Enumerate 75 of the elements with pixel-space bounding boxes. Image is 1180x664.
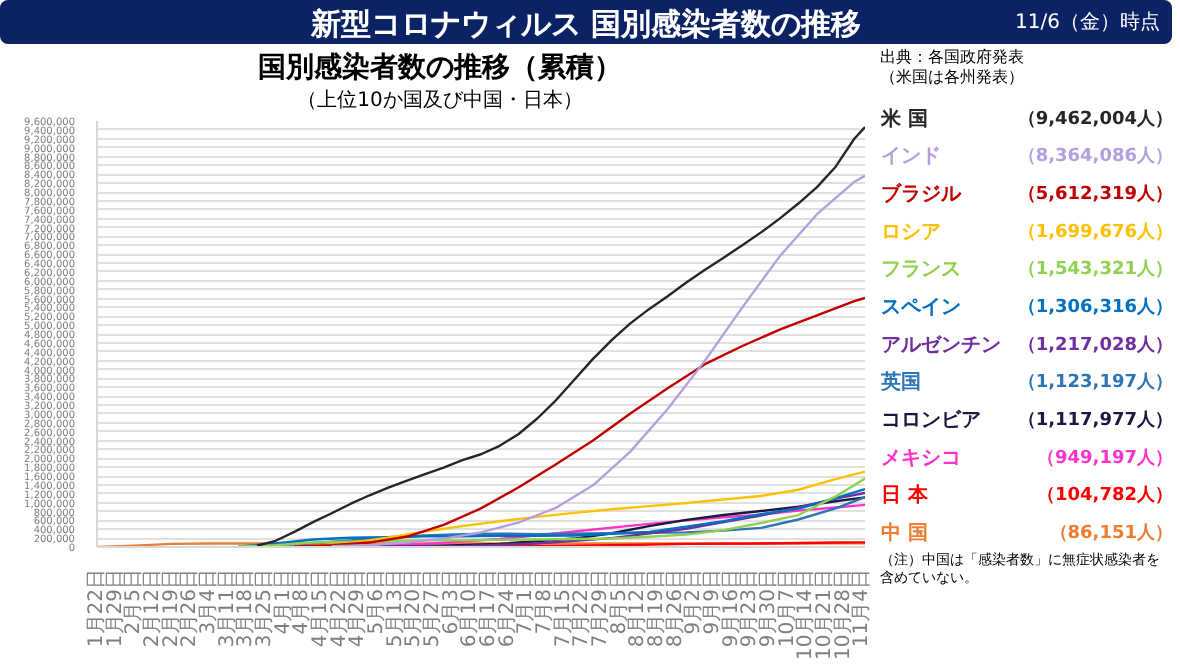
x-tick-label: 9月30日 [758,568,780,648]
x-tick-label: 3月4日 [198,568,220,635]
x-tick-label: 8月12日 [627,568,650,648]
series-label: 日 本 [881,483,930,508]
x-tick-label: 5月27日 [422,568,444,648]
text: （104,782人） [1037,484,1174,507]
text: （949,197人） [1037,446,1174,469]
text: （5,612,319人） [1017,182,1174,205]
line-series [255,125,865,547]
x-tick-label: 5月20日 [403,568,426,648]
x-tick-label: 10月14日 [795,568,818,660]
text: スペイン [881,297,961,320]
text: コロンビア [881,408,981,433]
x-tick-label: 2月5日 [123,568,146,635]
chart-subtitle: 国別感染者数の推移（累積） [256,49,624,88]
text: （上位10か国及び中国・日本） [295,88,585,116]
text: （86,151人） [1049,522,1174,545]
x-tick-label: 11月4日 [851,568,874,648]
x-tick-label: 1月22日 [86,568,108,648]
x-tick-label: 1月29日 [104,568,127,648]
text: 11/6（金）時点 [1015,10,1160,38]
x-tick-label: 8月5日 [608,568,631,635]
x-tick-label: 7月29日 [590,568,612,648]
x-tick-label: 4月29日 [347,568,370,648]
x-tick-label: 10月21日 [814,568,836,660]
x-tick-label: 4月8日 [291,568,314,635]
x-tick-label: 8月19日 [646,568,668,648]
x-tick-label: 10月28日 [832,568,855,660]
x-tick-label: 4月15日 [310,568,332,648]
text: アルゼンチン [881,334,1001,357]
series-label: 中 国 [881,521,928,546]
x-tick-label: 6月24日 [496,568,519,648]
line-series [330,174,865,547]
x-tick-label: 3月18日 [235,568,258,648]
x-tick-label: 9月9日 [702,568,724,635]
text: （米国は各州発表） [880,68,1024,86]
x-tick-label: 3月11日 [216,568,239,648]
text: （1,217,028人） [1017,333,1174,356]
text: （8,364,086人） [1017,145,1174,168]
text: （1,123,197人） [1017,371,1174,394]
series-label: インド [881,146,941,169]
x-tick-label: 9月2日 [683,568,706,635]
text: 英国 [879,370,921,395]
text: ブラジル [881,181,963,206]
x-tick-label: 6月10日 [459,568,482,648]
text: （1,306,316人） [1017,296,1174,319]
text: ロシア [881,221,941,244]
x-tick-label: 5月6日 [366,568,388,635]
x-tick-label: 6月17日 [478,568,500,648]
x-tick-label: 5月13日 [384,568,407,648]
chart-title: 新型コロナウィルス 国別感染者数の推移 [310,6,862,42]
x-tick-label: 2月26日 [179,568,202,648]
x-tick-label: 9月16日 [720,568,743,648]
x-tick-label: 3月25日 [254,568,276,648]
x-tick-label: 4月22日 [328,568,351,648]
source-note: 出典：各国政府発表 [880,48,1024,66]
text: （9,462,004人） [1017,107,1174,130]
x-tick-label: 8月26日 [664,568,687,648]
text: （1,543,321人） [1017,258,1174,281]
x-tick-label: 10月7日 [776,568,799,648]
series-label: メキシコ [881,447,961,470]
x-tick-label: 2月19日 [160,568,183,648]
text: （1,117,977人） [1017,409,1174,432]
x-tick-label: 4月1日 [272,568,295,635]
line-series [293,296,865,547]
series-label: 米 国 [879,106,928,131]
x-tick-label: 7月1日 [515,568,538,635]
x-tick-label: 7月15日 [552,568,575,648]
x-tick-label: 6月3日 [440,568,463,635]
text: フランス [881,259,961,282]
x-tick-label: 9月23日 [739,568,762,648]
text: （1,699,676人） [1017,220,1174,243]
x-tick-label: 7月8日 [534,568,556,635]
x-tick-label: 7月22日 [571,568,594,648]
x-tick-label: 2月12日 [142,568,164,648]
